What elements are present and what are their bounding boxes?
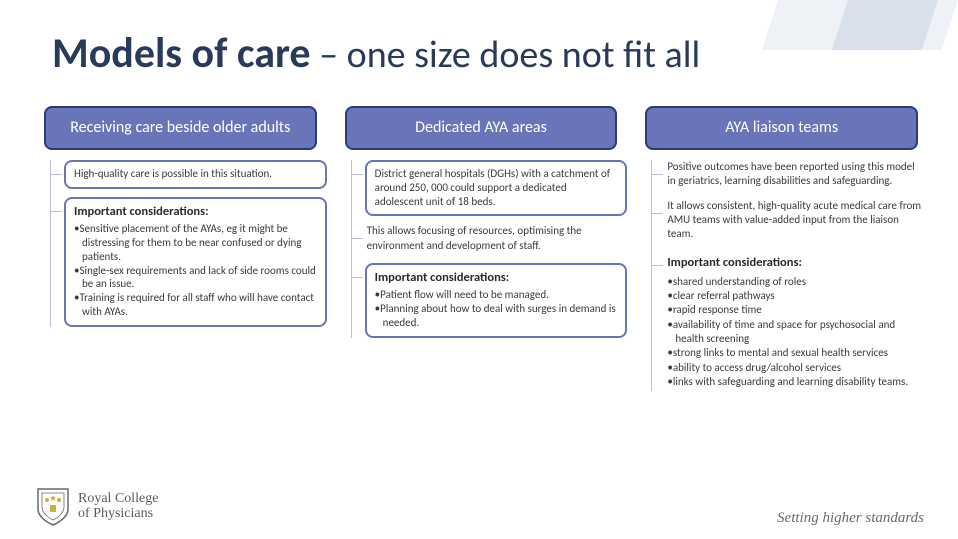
footer: Royal College of Physicians Setting high… [36,487,924,527]
tree-connector [345,160,365,338]
column-liaison-teams: AYA liaison teams Positive outcomes have… [645,106,940,391]
col-header: AYA liaison teams [645,106,918,150]
bullet-list: Patient flow will need to be managed. Pl… [375,288,618,329]
tree-connector [645,160,665,391]
tagline: Setting higher standards [777,510,924,527]
title-rest: – one size does not fit all [311,32,701,78]
info-text: Positive outcomes have been reported usi… [665,160,928,191]
columns-container: Receiving care beside older adults High-… [44,106,940,391]
info-text: This allows focusing of resources, optim… [365,224,628,255]
corner-decoration [758,0,958,70]
title-bold: Models of care [52,28,311,79]
info-box: High-quality care is possible in this si… [64,160,327,189]
tree-connector [44,160,64,327]
bullet-list: shared understanding of roles clear refe… [667,275,922,389]
info-box: District general hospitals (DGHs) with a… [365,160,628,216]
rcp-logo: Royal College of Physicians [36,487,159,527]
slide-title: Models of care – one size does not fit a… [52,28,700,79]
info-text: It allows consistent, high-quality acute… [665,199,928,244]
considerations-box: Important considerations: Sensitive plac… [64,197,327,327]
bullet-list: Sensitive placement of the AYAs, eg it m… [74,222,317,318]
rcp-logo-text: Royal College of Physicians [78,492,159,521]
column-dedicated-areas: Dedicated AYA areas District general hos… [345,106,640,391]
considerations-box: Important considerations: Patient flow w… [365,263,628,338]
col-header: Receiving care beside older adults [44,106,317,150]
considerations-text: Important considerations: shared underst… [665,255,928,391]
shield-icon [36,487,70,527]
col-header: Dedicated AYA areas [345,106,618,150]
column-receiving-care: Receiving care beside older adults High-… [44,106,339,391]
